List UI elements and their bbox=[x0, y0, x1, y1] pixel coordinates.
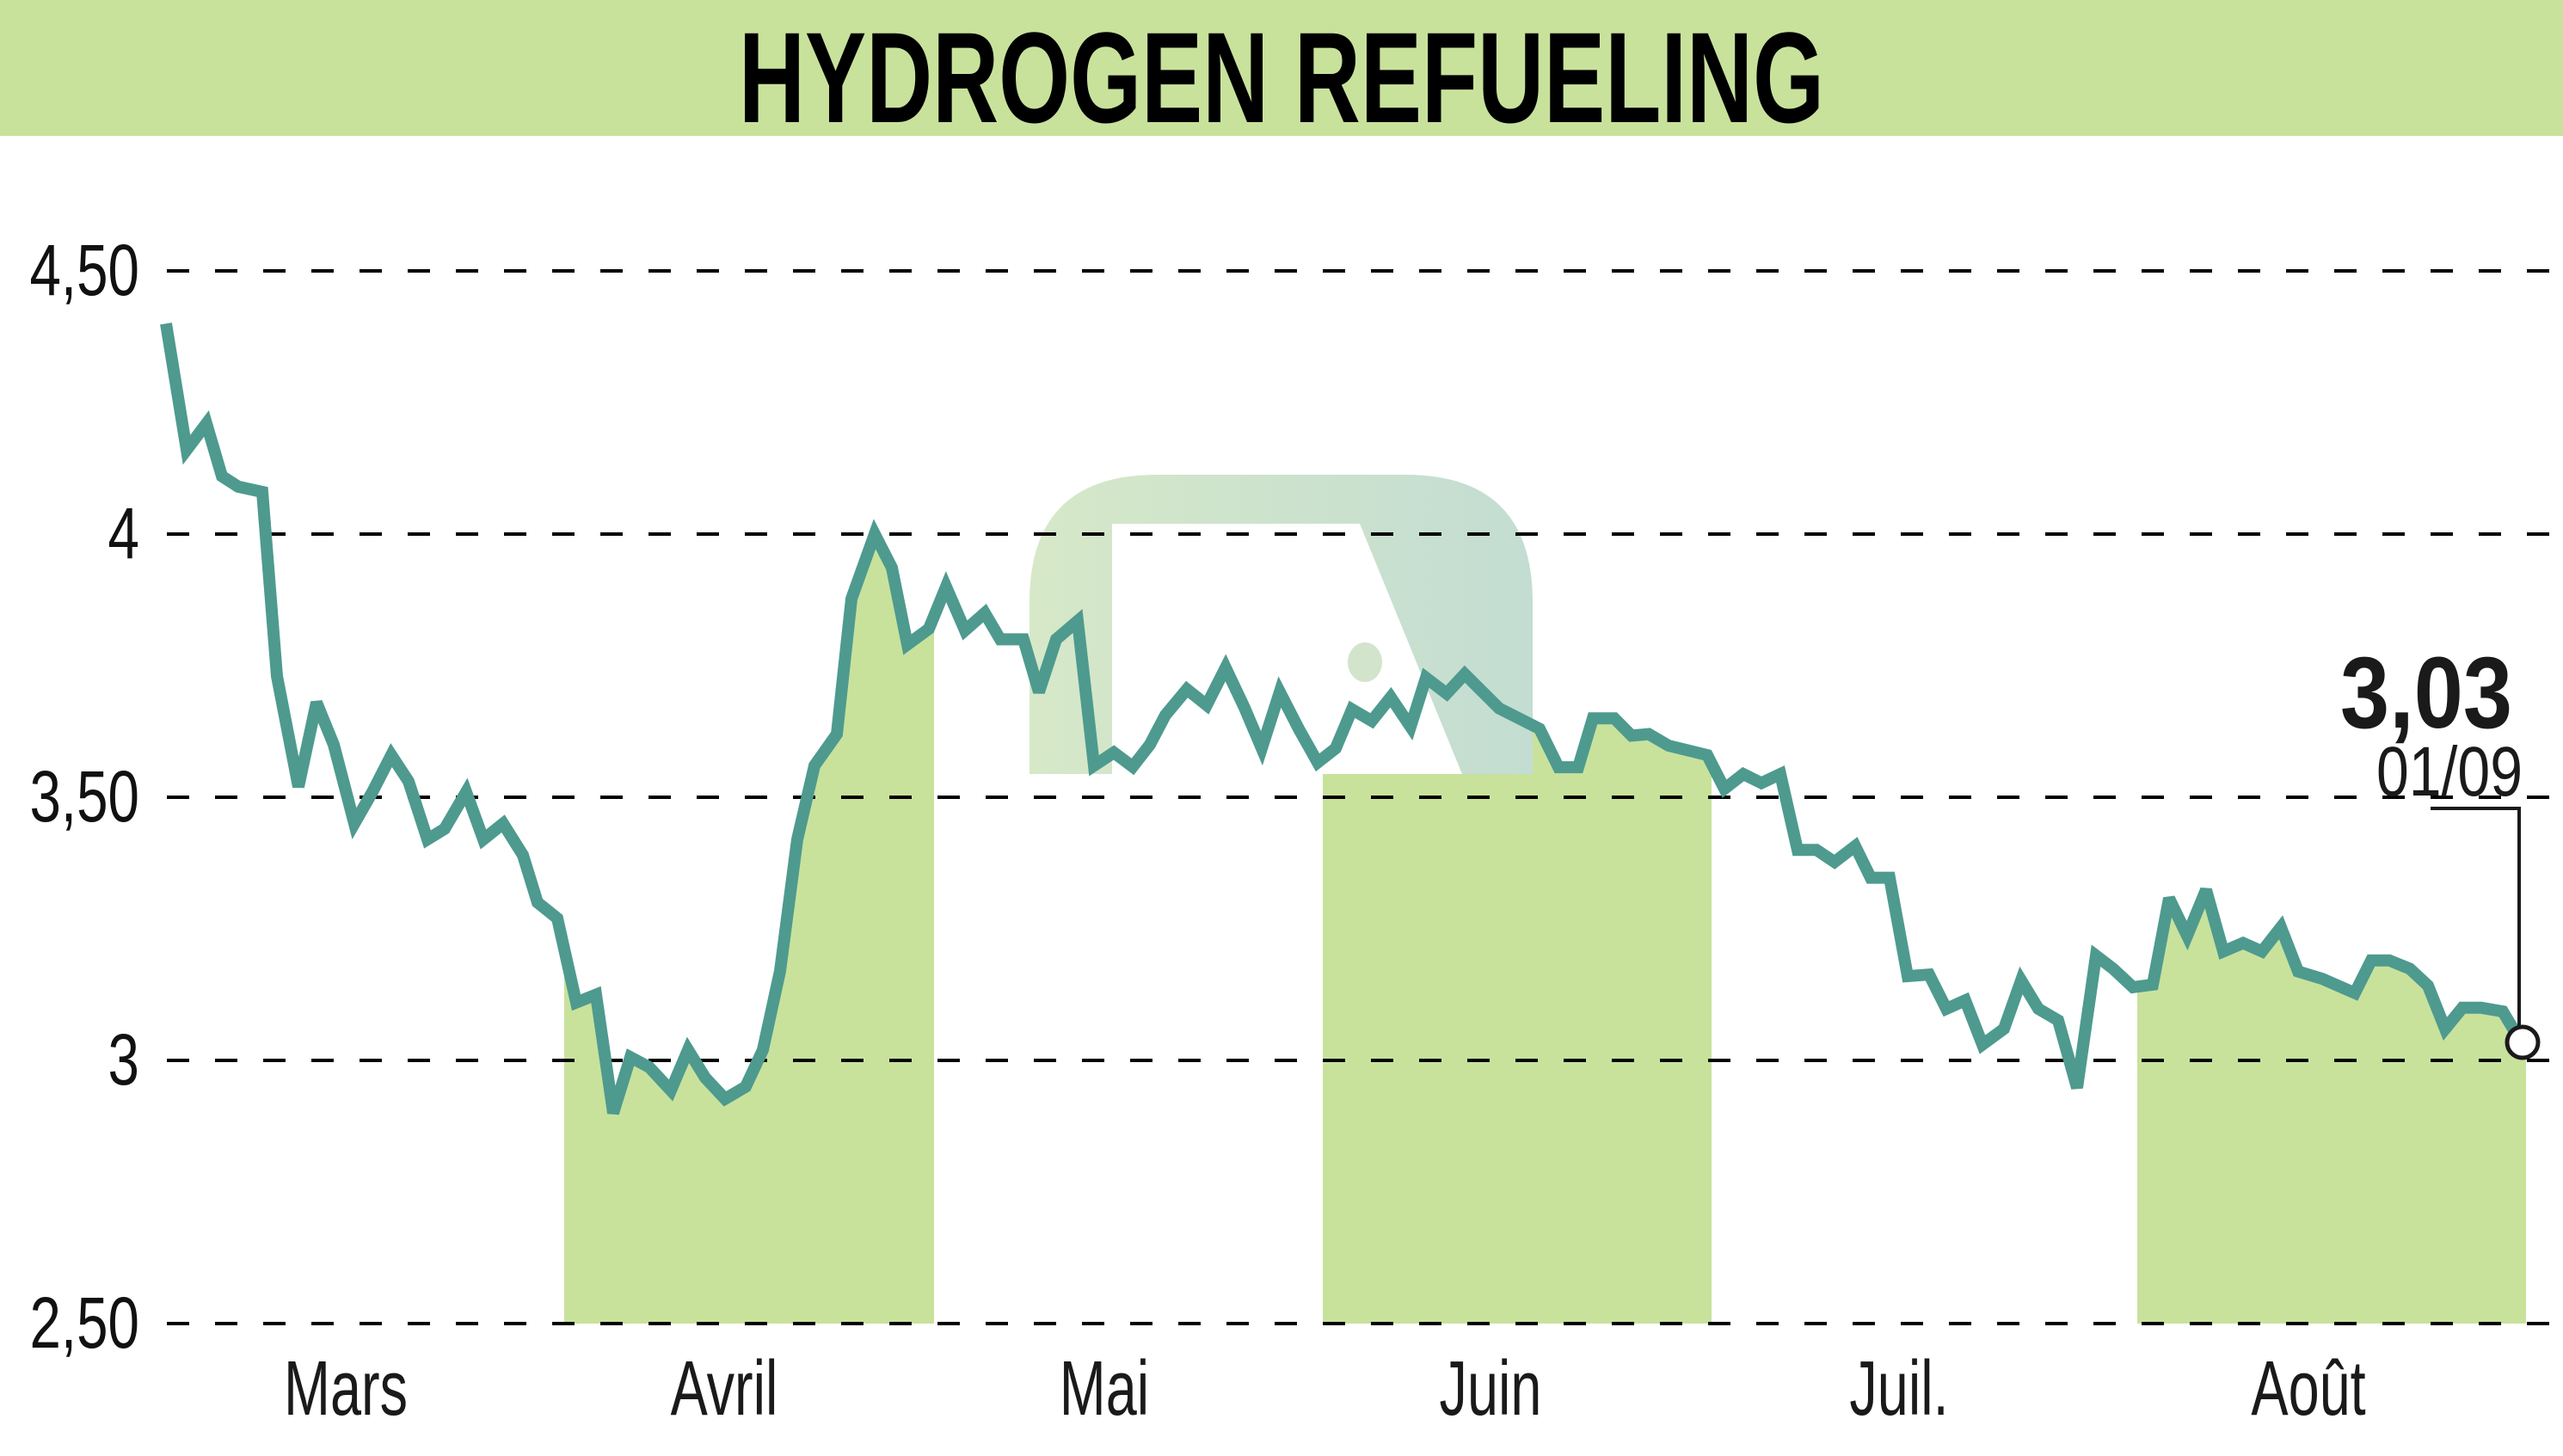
y-tick-label: 4,50 bbox=[29, 230, 139, 310]
month-band-avril bbox=[564, 323, 934, 1324]
gridlines bbox=[167, 269, 2563, 1325]
x-tick-label-1: Mars bbox=[284, 1345, 408, 1432]
watermark-logo-icon bbox=[1030, 475, 1533, 774]
y-tick-label: 2,50 bbox=[29, 1282, 139, 1363]
y-tick-label: 3 bbox=[108, 1019, 139, 1100]
x-axis-labels: Mars Avril Mai Juin Juil. Août bbox=[284, 1345, 2366, 1432]
y-tick-label: 3,50 bbox=[29, 756, 139, 837]
header-band bbox=[0, 0, 2563, 136]
x-tick-label-6: Août bbox=[2251, 1345, 2365, 1432]
x-tick-label-3: Mai bbox=[1060, 1345, 1149, 1432]
last-value-annotation: 3,03 01/09 bbox=[2340, 636, 2541, 1060]
month-bands bbox=[564, 323, 2526, 1324]
last-value-label: 3,03 bbox=[2340, 636, 2512, 750]
x-tick-label-2: Avril bbox=[671, 1345, 778, 1432]
annotation-connector bbox=[2431, 807, 2521, 1027]
last-date-label: 01/09 bbox=[2376, 733, 2523, 811]
x-tick-label-5: Juil. bbox=[1849, 1345, 1948, 1432]
chart-title: HYDROGEN REFUELING bbox=[739, 5, 1824, 150]
y-tick-label: 4 bbox=[108, 493, 139, 574]
y-axis-labels: 4,50 4 3,50 3 2,50 bbox=[29, 230, 139, 1363]
x-tick-label-4: Juin bbox=[1440, 1345, 1542, 1432]
last-point-marker-icon bbox=[2505, 1024, 2541, 1060]
price-line bbox=[160, 323, 2529, 1115]
